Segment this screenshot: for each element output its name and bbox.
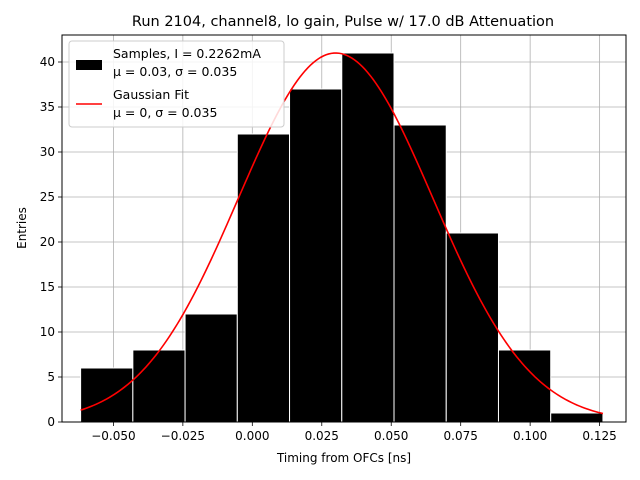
legend-stats-samples: μ = 0.03, σ = 0.035	[113, 64, 237, 79]
histogram-bar	[341, 52, 395, 423]
plot-frame	[61, 34, 627, 423]
y-axis-label: Entries	[15, 207, 29, 249]
legend-stats-fit: μ = 0, σ = 0.035	[113, 105, 217, 120]
histogram-bar	[497, 349, 552, 423]
y-tick-label: 0	[47, 415, 55, 429]
x-tick-label: 0.025	[305, 429, 339, 443]
x-tick-label: 0.050	[374, 429, 408, 443]
histogram-bar	[550, 412, 604, 423]
legend-label-samples: Samples, I = 0.2262mA	[113, 46, 261, 61]
x-tick-label: 0.100	[513, 429, 547, 443]
histogram-bar	[184, 313, 238, 423]
y-tick-label: 35	[40, 100, 55, 114]
y-tick-label: 15	[40, 280, 55, 294]
y-tick-label: 40	[40, 55, 55, 69]
legend-swatch-samples	[76, 60, 102, 70]
histogram-bar	[445, 232, 499, 423]
x-axis-ticks: −0.050 −0.025 0.000 0.025 0.050 0.075 0.100 0.1…	[91, 422, 617, 443]
x-axis-label: Timing from OFCs [ns]	[276, 451, 411, 465]
histogram-bar	[236, 133, 291, 423]
legend-label-fit: Gaussian Fit	[113, 87, 189, 102]
x-tick-label: 0.000	[235, 429, 269, 443]
gaussian-fit-curve	[80, 52, 604, 415]
gaussian-fit	[80, 52, 604, 415]
x-tick-label: −0.050	[91, 429, 135, 443]
y-tick-label: 30	[40, 145, 55, 159]
histogram-bars	[80, 52, 604, 423]
legend-box	[68, 40, 285, 128]
histogram-bar	[80, 367, 134, 423]
x-tick-label: 0.125	[582, 429, 616, 443]
y-tick-label: 10	[40, 325, 55, 339]
legend: Samples, I = 0.2262mA μ = 0.03, σ = 0.03…	[68, 40, 285, 128]
y-tick-label: 5	[47, 370, 55, 384]
y-tick-label: 25	[40, 190, 55, 204]
chart-title: Run 2104, channel8, lo gain, Pulse w/ 17…	[132, 14, 554, 30]
y-axis-ticks: 0 5 10 15 20 25 30 35 40	[40, 55, 62, 429]
x-tick-label: 0.075	[444, 429, 478, 443]
y-tick-label: 20	[40, 235, 55, 249]
histogram-bar	[289, 88, 343, 423]
x-tick-label: −0.025	[161, 429, 205, 443]
histogram-bar	[132, 349, 186, 423]
